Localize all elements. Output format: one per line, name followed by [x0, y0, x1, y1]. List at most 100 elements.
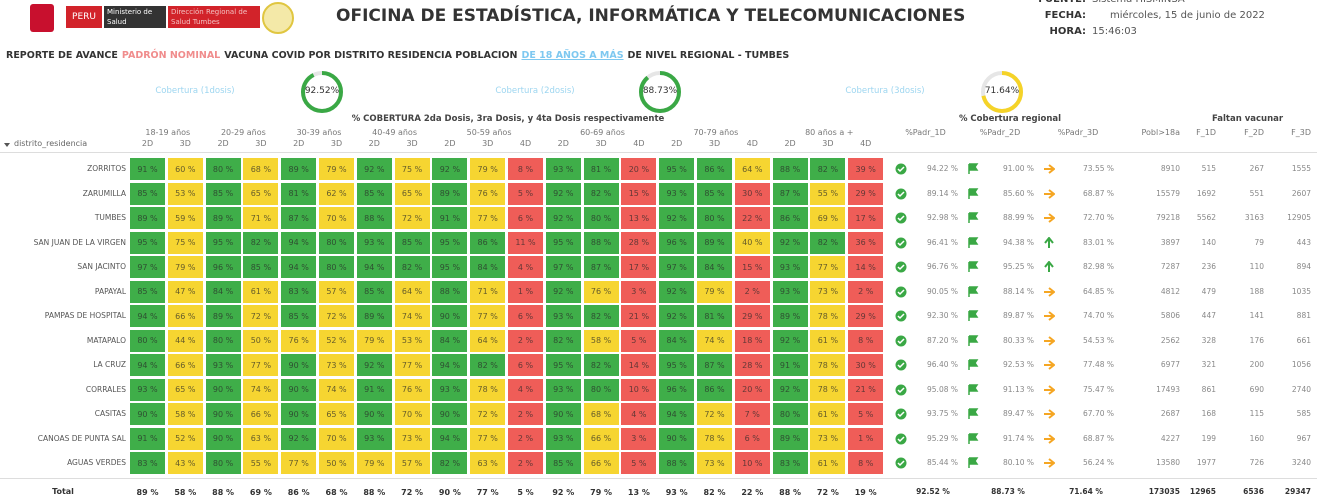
count: 726 — [1249, 458, 1264, 467]
flag-icon — [968, 187, 979, 199]
age-group: 18-19 años — [145, 128, 191, 137]
arrow-icon — [1044, 188, 1055, 199]
coverage-cell: 80 % — [697, 207, 732, 229]
coverage-cell: 89 % — [772, 427, 808, 450]
coverage-cell: 69 % — [810, 207, 846, 229]
coverage-cell: 29 % — [848, 305, 884, 327]
coverage-cell: 79 % — [319, 158, 354, 180]
coverage-cell: 84 % — [205, 280, 241, 303]
count: 236 — [1201, 262, 1216, 271]
coverage-cell: 80 % — [205, 452, 241, 474]
coverage-cell: 74 % — [243, 378, 279, 401]
coverage-cell: 92 % — [356, 158, 392, 180]
flag-icon — [968, 236, 979, 248]
coverage-cell: 90 % — [545, 403, 581, 425]
count: 3240 — [1291, 458, 1311, 467]
coverage-cell: 28 % — [621, 231, 657, 254]
coverage-cell: 14 % — [621, 354, 657, 376]
arrow-icon — [1044, 261, 1054, 272]
check-mark — [897, 337, 905, 344]
coverage-cell: 90 % — [205, 403, 241, 425]
district: ZARUMILLA — [82, 188, 126, 198]
regional-coverage: 85.60 % — [1003, 188, 1034, 198]
coverage-cell: 95 % — [545, 354, 581, 376]
regional-coverage: 83.01 % — [1083, 237, 1114, 247]
check-icon — [895, 384, 907, 395]
coverage-cell: 82 % — [583, 305, 619, 327]
coverage-cell: 85 % — [243, 256, 279, 278]
regional-coverage: 88.73 % — [991, 487, 1025, 496]
district: ZORRITOS — [87, 164, 126, 173]
coverage-cell: 97 % — [659, 256, 695, 278]
dose-label: 2D — [368, 139, 380, 148]
flag — [968, 187, 979, 199]
regional-coverage: 74.70 % — [1083, 311, 1114, 320]
regional-coverage: 96.40 % — [927, 360, 958, 369]
coverage-cell: 30 % — [848, 354, 884, 376]
flag-icon — [968, 285, 979, 297]
regional-coverage: 71.64 % — [1069, 487, 1103, 496]
coverage-cell: 89 % — [205, 305, 241, 327]
dose-label: 3D — [330, 139, 343, 148]
coverage-cell: 13 % — [627, 487, 650, 497]
coverage-cell: 80 % — [205, 158, 241, 180]
regional-coverage: 64.85 % — [1083, 286, 1114, 296]
coverage-cell: 78 % — [810, 305, 846, 327]
coverage-cell: 74 % — [394, 305, 430, 327]
direction: Dirección Regional de Salud Tumbes — [168, 6, 260, 28]
flag — [968, 334, 979, 346]
coverage-cell: 95 % — [545, 231, 581, 254]
info-label: FUENTE: — [1030, 0, 1086, 5]
gauge-arc — [301, 71, 343, 113]
coverage-cell: 2 % — [508, 329, 543, 352]
regional-coverage: 68.87 % — [1083, 188, 1114, 198]
coverage-cell: 66 % — [583, 452, 619, 474]
coverage-cell: 82 % — [432, 452, 468, 474]
coverage-cell: 94 % — [281, 256, 317, 278]
age-group: 50-59 años — [466, 128, 512, 137]
gauge — [981, 71, 1023, 113]
coverage-cell: 2 % — [508, 452, 543, 474]
regional-coverage: 92.98 % — [927, 213, 958, 222]
coverage-cell: 85 % — [356, 182, 392, 205]
coverage-cell: 64 % — [470, 329, 506, 352]
coverage-cell: 77 % — [281, 452, 317, 474]
gauge-label: Cobertura (2dosis) — [495, 86, 575, 96]
dose-label: 3D — [179, 139, 191, 148]
coverage-cell: 79 % — [590, 487, 613, 497]
coverage-cell: 91 % — [432, 207, 468, 229]
count: 8910 — [1160, 164, 1180, 173]
count: 168 — [1201, 409, 1216, 418]
coverage-cell: 86 % — [697, 378, 732, 401]
regional-coverage: 94.38 % — [1003, 237, 1034, 247]
count: 2687 — [1160, 409, 1180, 418]
table-caption: % COBERTURA 2da Dosis, 3ra Dosis, y 4ta … — [351, 114, 665, 124]
coverage-cell: 55 % — [243, 452, 279, 474]
coverage-cell: 92 % — [545, 280, 581, 303]
coverage-cell: 75 % — [394, 158, 430, 180]
coverage-cell: 92 % — [281, 427, 317, 450]
coverage-cell: 17 % — [621, 256, 657, 278]
check-mark — [897, 386, 905, 393]
arrow-icon — [1044, 213, 1055, 223]
coverage-cell: 90 % — [659, 427, 695, 450]
coverage-cell: 86 % — [772, 207, 808, 229]
coverage-cell: 63 % — [470, 452, 506, 474]
coverage-cell: 66 % — [167, 354, 203, 376]
arrow-right — [1044, 409, 1055, 419]
coverage-cell: 89 % — [205, 207, 241, 229]
coverage-cell: 83 % — [281, 280, 317, 303]
check-icon — [895, 310, 907, 322]
regional-coverage: 85.44 % — [927, 458, 958, 467]
coverage-cell: 89 % — [356, 305, 392, 327]
coverage-cell: 50 % — [243, 329, 279, 352]
coverage-cell: 92 % — [432, 158, 468, 180]
coverage-cell: 18 % — [734, 329, 770, 352]
coverage-cell: 92 % — [659, 305, 695, 327]
report-title-part: PADRÓN NOMINAL — [121, 50, 221, 61]
coverage-cell: 5 % — [621, 452, 657, 474]
coverage-cell: 95 % — [432, 256, 468, 278]
coverage-cell: 93 % — [659, 182, 695, 205]
count: 4227 — [1160, 433, 1180, 443]
coverage-cell: 58 % — [583, 329, 619, 352]
